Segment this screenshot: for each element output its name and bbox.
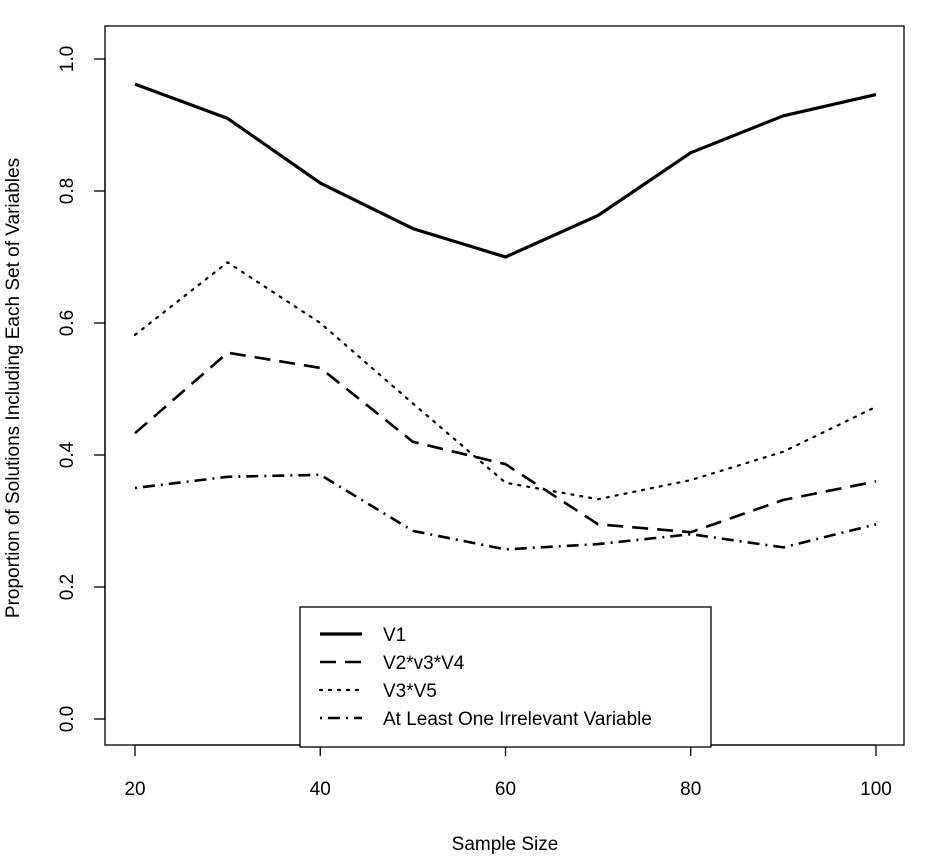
series-line bbox=[134, 473, 877, 551]
y-tick-label: 0.4 bbox=[57, 441, 78, 468]
y-tick-label: 0.6 bbox=[57, 310, 78, 336]
y-tick-label: 1.0 bbox=[57, 46, 78, 72]
x-tick-label: 40 bbox=[310, 779, 331, 800]
x-axis-title: Sample Size bbox=[452, 834, 559, 855]
y-axis: 0.0 0.2 0.4 0.6 0.8 1.0 bbox=[57, 46, 106, 732]
legend-label: V2*v3*V4 bbox=[383, 653, 465, 674]
series-line bbox=[134, 82, 877, 259]
series-line bbox=[133, 261, 878, 501]
legend-label: V3*V5 bbox=[383, 681, 437, 702]
x-tick-label: 60 bbox=[495, 779, 516, 800]
legend: V1 V2*v3*V4 V3*V5 At Least One Irrelevant V… bbox=[299, 606, 712, 748]
x-axis: 20 40 60 80 100 bbox=[124, 744, 892, 800]
legend-box bbox=[299, 606, 712, 748]
x-tick-label: 20 bbox=[124, 779, 145, 800]
series-layer bbox=[133, 82, 878, 551]
legend-label: V1 bbox=[383, 625, 406, 646]
y-tick-label: 0.0 bbox=[57, 706, 78, 732]
legend-label: At Least One Irrelevant Variable bbox=[383, 709, 652, 730]
y-tick-label: 0.8 bbox=[57, 178, 78, 204]
series-line bbox=[134, 351, 877, 534]
x-tick-label: 80 bbox=[680, 779, 701, 800]
y-tick-label: 0.2 bbox=[57, 574, 78, 600]
y-axis-title: Proportion of Solutions Including Each S… bbox=[3, 158, 24, 618]
x-tick-label: 100 bbox=[860, 779, 892, 800]
